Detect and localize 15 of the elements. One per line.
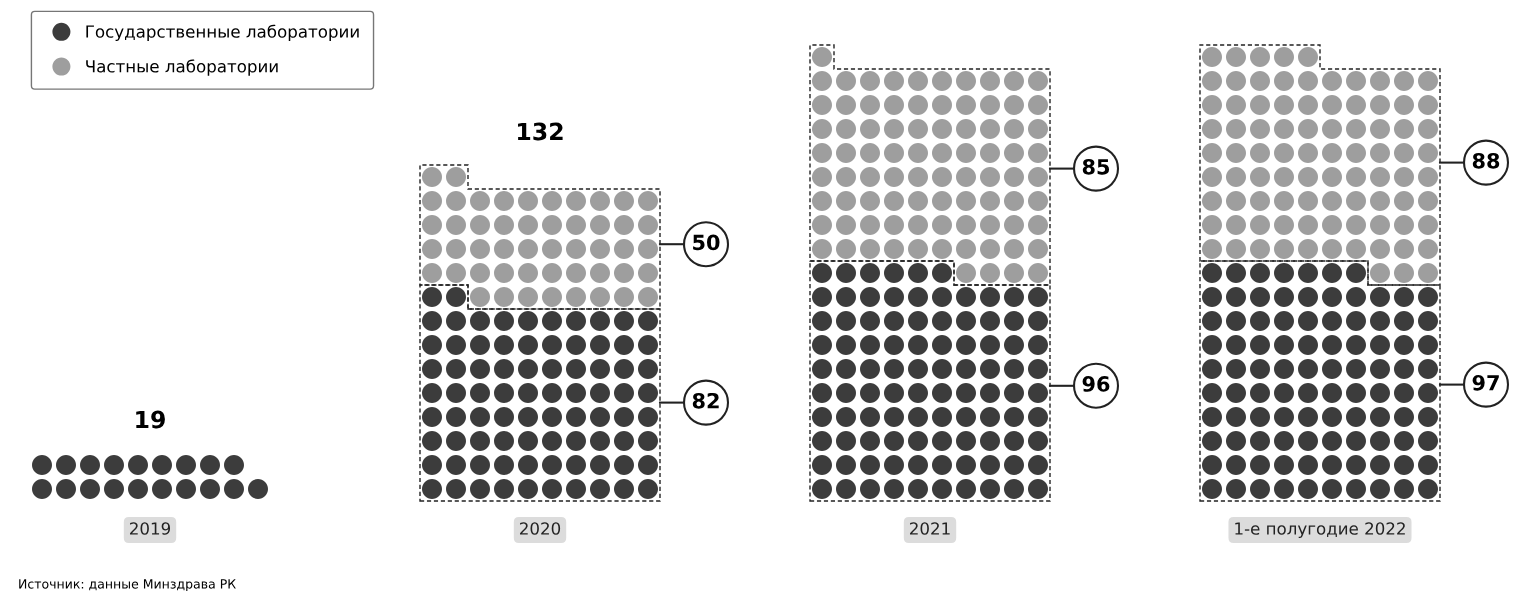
category-label: 1-е полугодие 2022 (1235, 522, 1405, 539)
legend-label: Частные лаборатории (86, 59, 278, 76)
data-label: 97 (1472, 374, 1499, 391)
data-label: 19 (136, 410, 165, 429)
data-label: 50 (693, 234, 720, 251)
data-label: 85 (1082, 158, 1110, 175)
data-label: 82 (692, 392, 719, 409)
category-label: 2019 (130, 522, 171, 535)
category-label: 2020 (520, 522, 561, 535)
category-label: 2021 (910, 522, 950, 535)
text: Источник: данные Минздрава РК (19, 579, 236, 592)
data-label: 88 (1472, 152, 1500, 169)
data-label: 96 (1082, 376, 1110, 392)
legend-label: Государственные лаборатории (86, 24, 359, 42)
text: 132 (518, 122, 563, 141)
